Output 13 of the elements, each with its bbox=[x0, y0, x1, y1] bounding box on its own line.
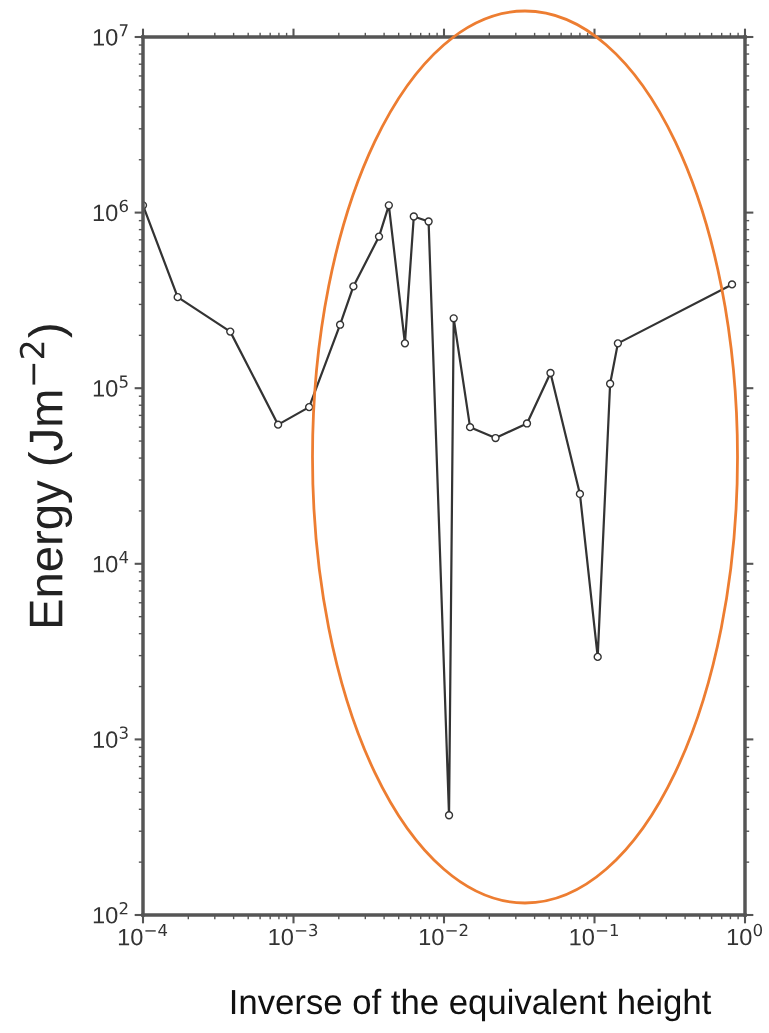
y-tick-label: 10$^{7}$ bbox=[93, 24, 128, 46]
x-tick-label: 10$^{−3}$ bbox=[269, 923, 318, 946]
y-tick-label: 10$^{6}$ bbox=[93, 199, 128, 222]
x-tick-label: 10$^{0}$ bbox=[727, 923, 763, 946]
y-tick-label: 10$^{4}$ bbox=[93, 551, 129, 573]
x-tick-label: 10$^{−4}$ bbox=[118, 924, 168, 946]
y-axis-title: Energy (Jm$^{−2}$) bbox=[19, 325, 73, 627]
y-tick-label: 10$^{3}$ bbox=[93, 726, 128, 749]
y-tick-label: 10$^{2}$ bbox=[93, 902, 128, 924]
x-tick-label: 10$^{−2}$ bbox=[419, 923, 468, 946]
x-tick-label: 10$^{−1}$ bbox=[570, 924, 618, 946]
y-tick-label: 10$^{5}$ bbox=[93, 375, 128, 397]
x-axis-title: Inverse of the equivalent height bbox=[231, 988, 712, 1022]
